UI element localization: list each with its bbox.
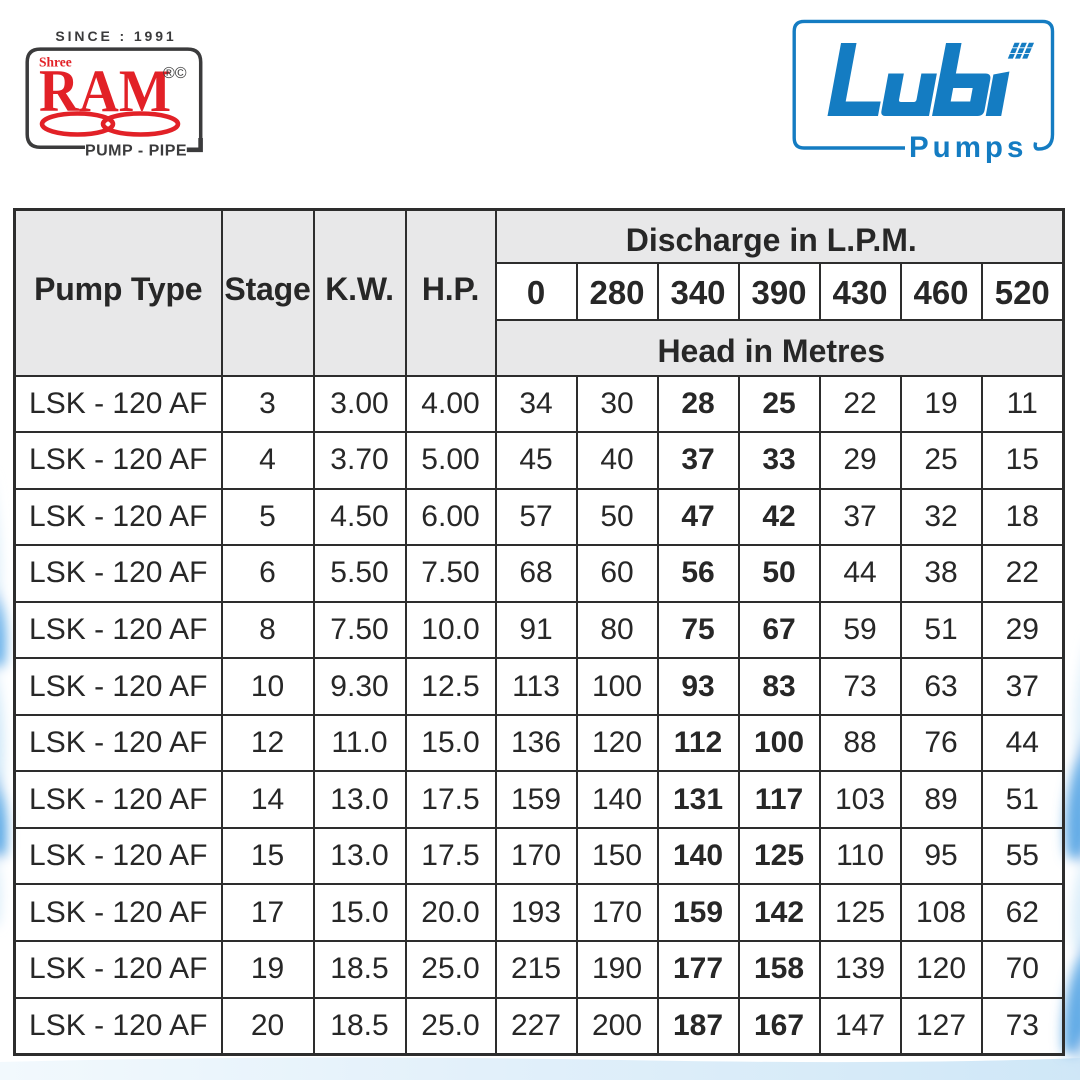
svg-text:Pumps: Pumps [909,131,1027,164]
svg-text:®©: ®© [163,65,187,82]
svg-text:SINCE : 1991: SINCE : 1991 [55,28,176,44]
svg-text:Shree: Shree [39,55,72,70]
svg-text:PUMP - PIPE: PUMP - PIPE [85,143,187,160]
